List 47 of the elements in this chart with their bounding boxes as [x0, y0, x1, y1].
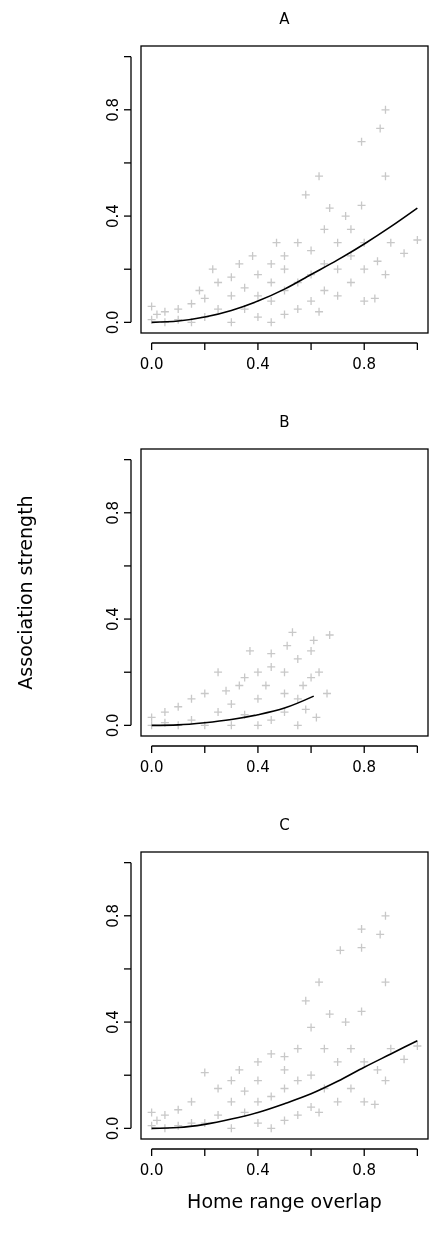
point [186, 715, 197, 725]
point [306, 646, 316, 656]
point [279, 707, 290, 717]
point [245, 646, 255, 656]
line-series [150, 207, 419, 324]
point [322, 688, 332, 699]
y-tick-label: 0.4 [104, 607, 122, 631]
x-tick-label: 0.0 [139, 1161, 164, 1179]
y-tick-label: 0.4 [104, 204, 122, 228]
y-axis-title: Association strength [14, 495, 36, 690]
point [213, 667, 223, 677]
y-tick-label: 0.0 [104, 713, 122, 738]
x-tick-label: 0.4 [246, 1161, 270, 1179]
y-tick-label: 0.4 [104, 1010, 122, 1034]
point [253, 667, 263, 677]
x-tick-label: 0.8 [352, 1161, 377, 1179]
y-tick-label: 0.8 [104, 97, 122, 122]
y-tick-label: 0.0 [104, 1116, 122, 1141]
point [325, 630, 335, 640]
point [293, 654, 303, 664]
point [213, 707, 223, 717]
point [261, 680, 271, 691]
point [253, 720, 263, 731]
y-tick-label: 0.0 [104, 310, 122, 335]
line-series [150, 1039, 419, 1130]
point [314, 667, 324, 677]
point [266, 662, 276, 672]
x-axis-title: Home range overlap [187, 1190, 382, 1212]
point [298, 680, 308, 691]
x-tick-label: 0.0 [139, 355, 164, 373]
point [221, 686, 231, 696]
point [226, 699, 236, 709]
chart-title: A [279, 10, 291, 28]
line-series [150, 695, 315, 727]
chart-title: C [279, 816, 290, 834]
point [306, 672, 316, 683]
x-tick-label: 0.0 [139, 758, 164, 776]
x-tick-label: 0.8 [352, 758, 377, 776]
x-tick-label: 0.8 [352, 355, 377, 373]
point [160, 707, 170, 717]
point [266, 715, 276, 725]
x-tick-label: 0.4 [246, 355, 270, 373]
y-tick-label: 0.8 [104, 500, 122, 525]
y-tick-label: 0.8 [104, 903, 122, 928]
x-tick-label: 0.4 [246, 758, 270, 776]
chart-title: B [279, 413, 290, 431]
point [253, 694, 263, 704]
